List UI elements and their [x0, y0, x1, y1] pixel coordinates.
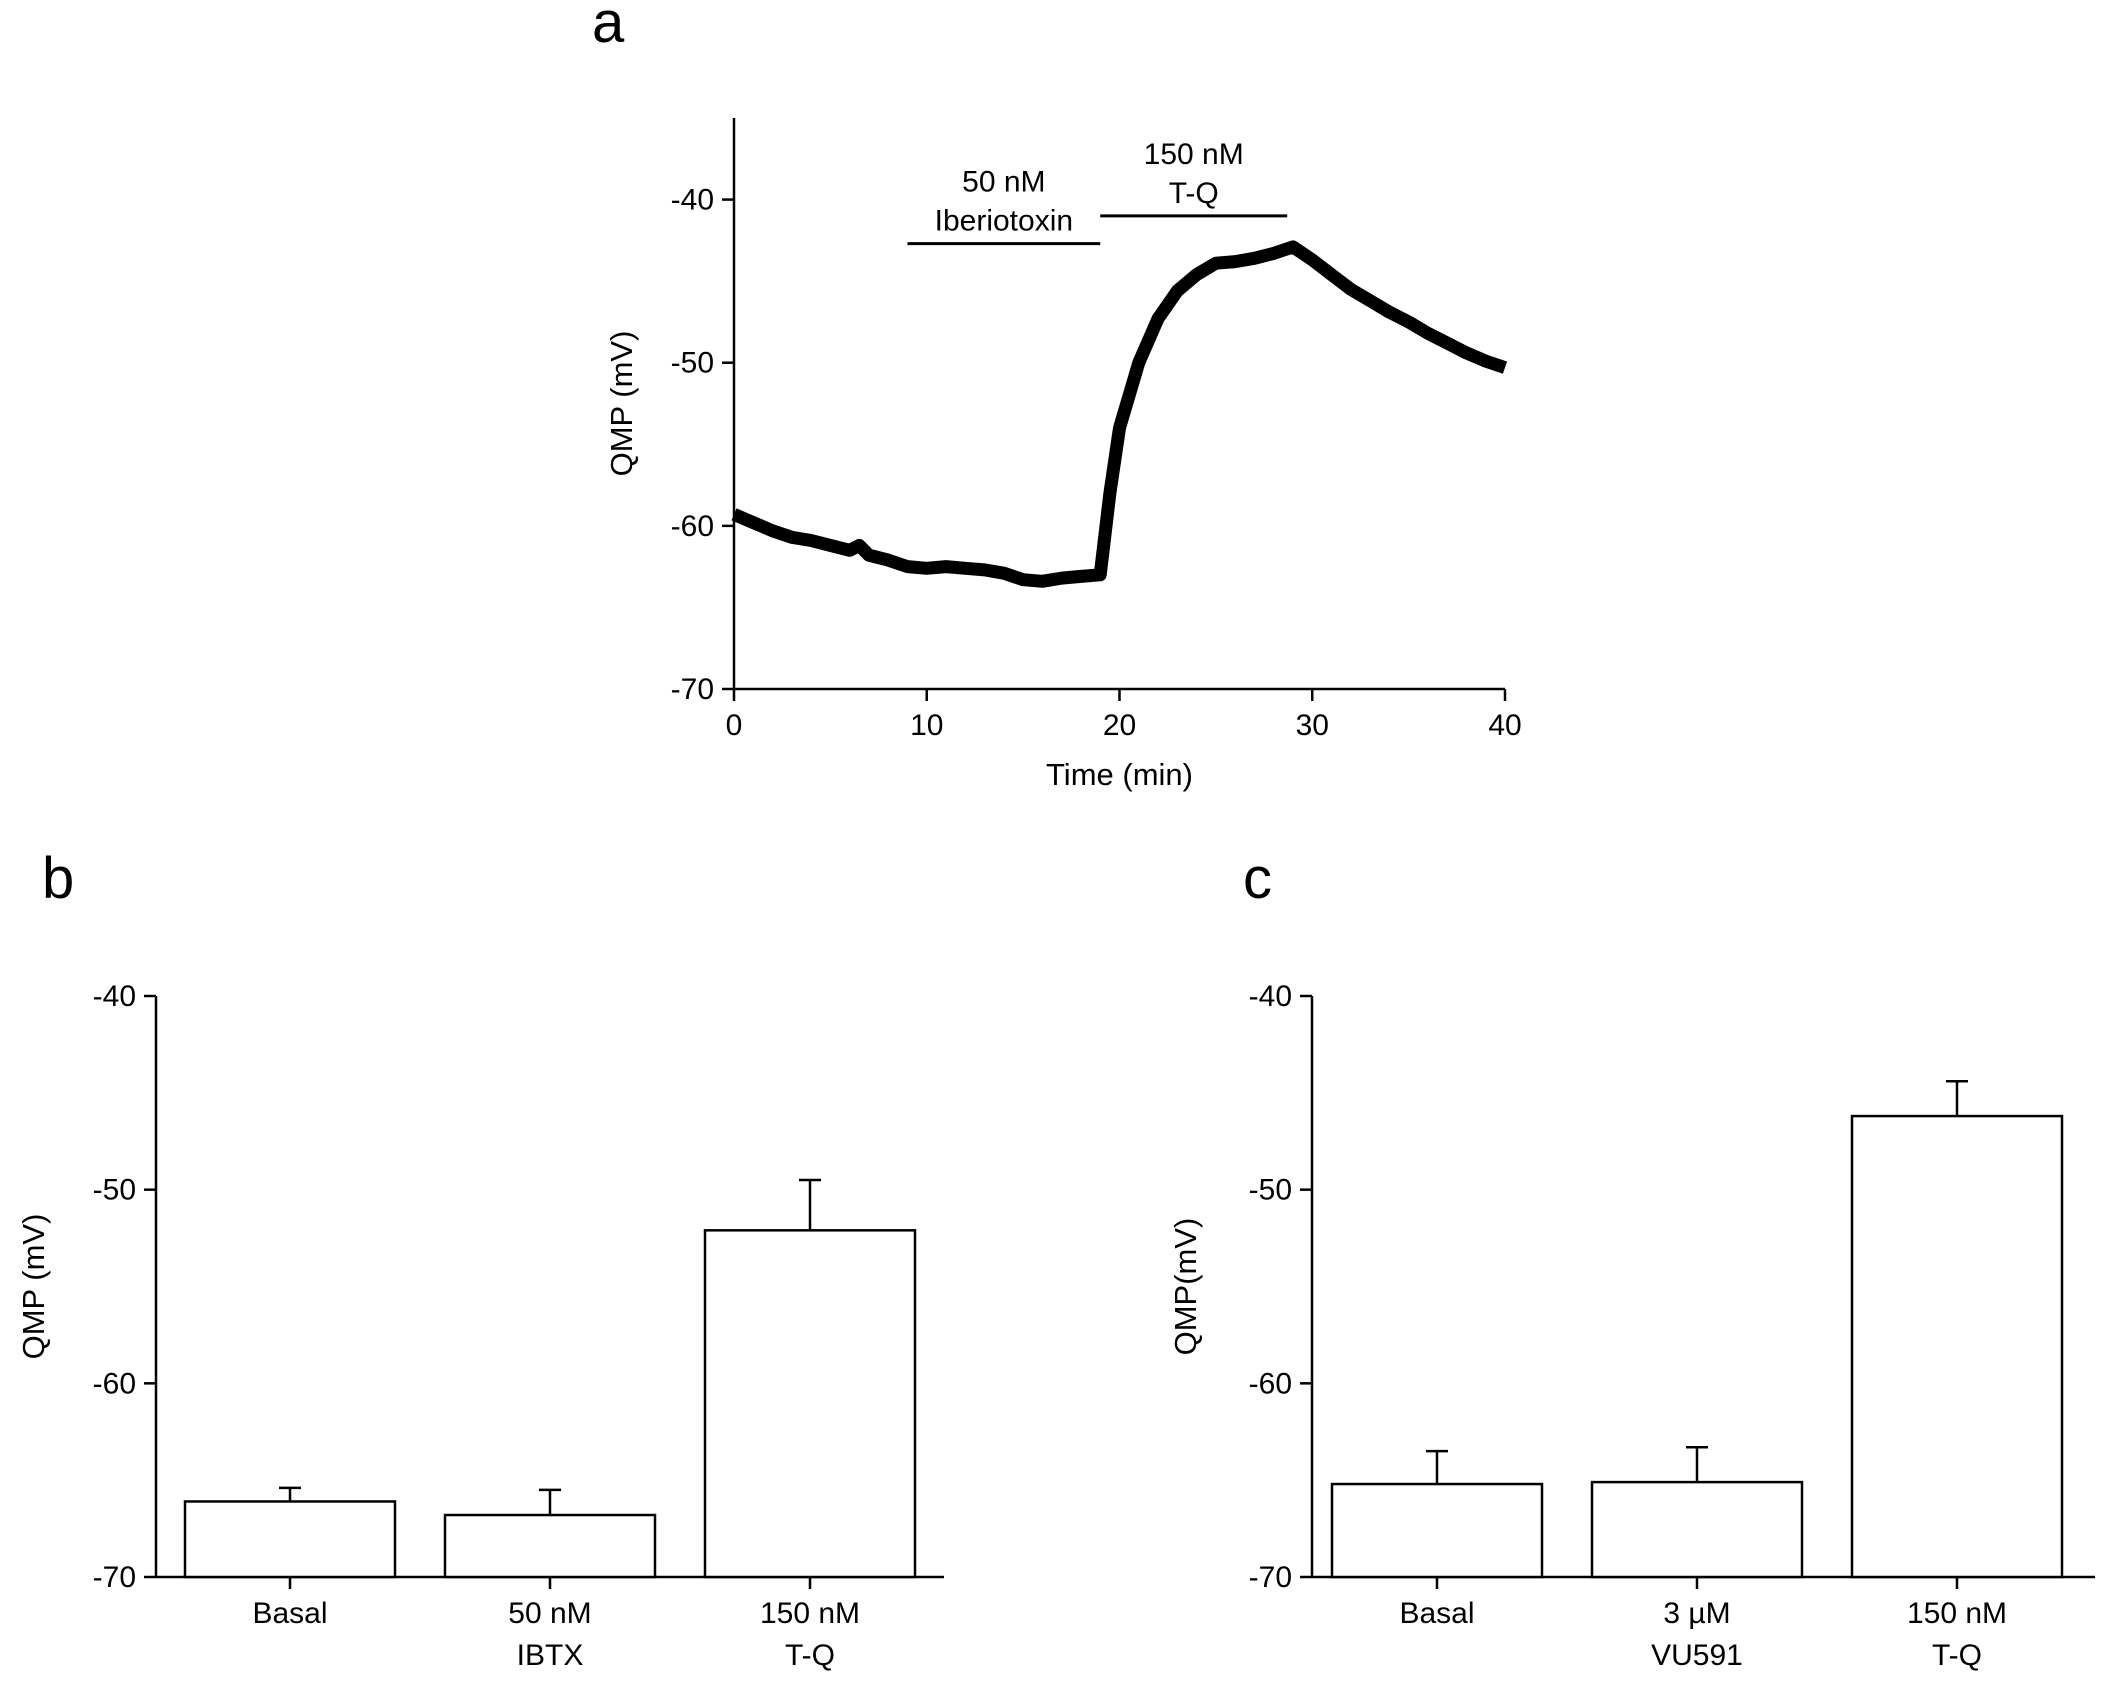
panel-a-series-line — [731, 240, 1508, 588]
panel-letter-b: b — [42, 846, 74, 911]
panel-a-axes: -70 -60 -50 -40 0 10 20 30 40 — [671, 118, 1522, 742]
panel-b-bar — [443, 1513, 657, 1579]
panel-c-category-label-line2: VU591 — [1651, 1639, 1743, 1672]
panel-a-x-tick-label: 0 — [726, 709, 743, 742]
panel-c-bar — [1330, 1482, 1544, 1579]
panel-c-category-label-line2: T-Q — [1932, 1639, 1982, 1672]
panel-b-category-label: 50 nM — [508, 1597, 591, 1630]
panel-c-category-label: 3 µM — [1663, 1597, 1730, 1630]
panel-b-y-tick-label: -70 — [93, 1561, 136, 1594]
panel-c-y-tick-label: -50 — [1249, 1174, 1292, 1207]
panel-c-y-tick-label: -60 — [1249, 1367, 1292, 1400]
panel-b-y-axis-title: QMP (mV) — [16, 1214, 51, 1360]
panel-c-bar — [1850, 1114, 2064, 1579]
panel-b-axes: -70 -60 -50 -40 Basal 50 nM IBTX 150 nM T-Q — [93, 980, 944, 1672]
panel-b-bar-chart: -70 -60 -50 -40 Basal 50 nM IBTX 150 nM T-Q QMP … — [16, 980, 944, 1672]
panel-letter-c: c — [1243, 846, 1272, 911]
panel-b-category-label: 150 nM — [760, 1597, 860, 1630]
panel-b-bar — [703, 1229, 917, 1579]
panel-a-y-tick-label: -40 — [671, 184, 714, 217]
panel-letter-a: a — [592, 0, 625, 55]
panel-b-category-label-line2: T-Q — [785, 1639, 835, 1672]
panel-a-annotations: 50 nM Iberiotoxin 150 nM T-Q — [907, 138, 1288, 246]
panel-c-category-label: Basal — [1399, 1597, 1474, 1630]
panel-a-annotation-iberiotoxin-line2: Iberiotoxin — [935, 205, 1073, 238]
panel-b-y-tick-label: -50 — [93, 1174, 136, 1207]
panel-a-y-tick-label: -50 — [671, 347, 714, 380]
panel-c-bars — [1330, 1079, 2064, 1579]
panel-a-y-tick-label: -70 — [671, 673, 714, 706]
panel-b-y-tick-label: -60 — [93, 1367, 136, 1400]
panel-a-annotation-tq-line1: 150 nM — [1144, 138, 1244, 171]
panel-b-bar — [183, 1500, 397, 1579]
panel-a-annotation-iberiotoxin-line1: 50 nM — [962, 166, 1045, 199]
panel-c-category-label: 150 nM — [1907, 1597, 2007, 1630]
panel-c-y-tick-label: -40 — [1249, 980, 1292, 1013]
panel-c-bar-chart: -70 -60 -50 -40 Basal 3 µM VU591 150 nM T-Q QMP(… — [1168, 980, 2095, 1672]
panel-a-series — [731, 240, 1508, 588]
panel-c-y-axis-title: QMP(mV) — [1168, 1218, 1203, 1356]
panel-a-x-tick-label: 20 — [1103, 709, 1136, 742]
panel-a-y-axis-title: QMP (mV) — [604, 331, 639, 477]
panel-a-x-tick-label: 10 — [910, 709, 943, 742]
panel-a-x-tick-label: 30 — [1296, 709, 1329, 742]
panel-a-y-tick-label: -60 — [671, 510, 714, 543]
panel-b-category-label: Basal — [252, 1597, 327, 1630]
panel-c-y-tick-label: -70 — [1249, 1561, 1292, 1594]
panel-c-bar — [1590, 1480, 1804, 1579]
panel-a-line-chart: -70 -60 -50 -40 0 10 20 30 40 50 nM Iberiotoxin 15… — [604, 118, 1522, 792]
panel-a-x-axis-title: Time (min) — [1046, 757, 1193, 792]
panel-b-category-label-line2: IBTX — [517, 1639, 584, 1672]
panel-a-annotation-tq-line2: T-Q — [1169, 177, 1219, 210]
panel-b-bars — [183, 1178, 917, 1579]
panel-a-x-tick-label: 40 — [1488, 709, 1521, 742]
panel-b-y-tick-label: -40 — [93, 980, 136, 1013]
